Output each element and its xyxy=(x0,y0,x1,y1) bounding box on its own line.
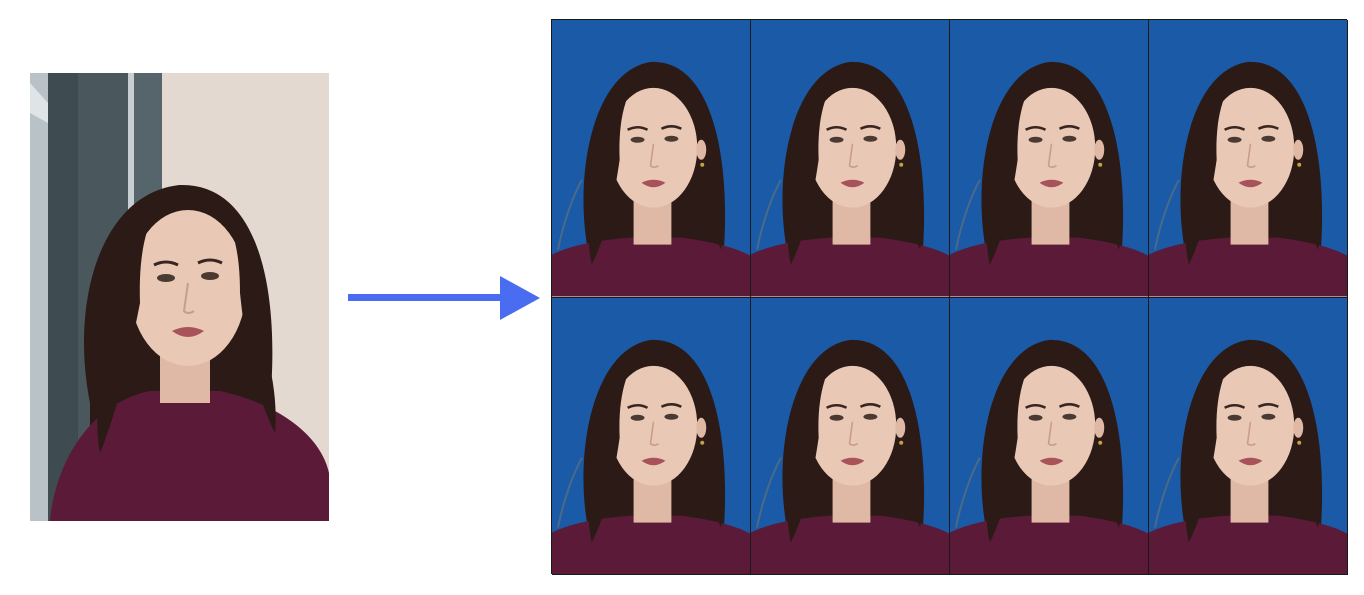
passport-portrait-illustration xyxy=(950,20,1148,297)
passport-portrait-illustration xyxy=(1149,20,1347,297)
passport-photo-tile-3 xyxy=(950,20,1149,298)
passport-portrait-illustration xyxy=(552,20,750,297)
passport-portrait-illustration xyxy=(1149,297,1347,574)
source-photo xyxy=(30,73,329,521)
source-portrait-illustration xyxy=(30,73,329,521)
passport-portrait-illustration xyxy=(950,297,1148,574)
passport-portrait-illustration xyxy=(751,20,949,297)
passport-photo-tile-4 xyxy=(1149,20,1348,298)
passport-photo-tile-5 xyxy=(552,297,751,575)
passport-photo-tile-7 xyxy=(950,297,1149,575)
passport-portrait-illustration xyxy=(552,297,750,574)
passport-photo-tile-2 xyxy=(751,20,950,298)
passport-photo-tile-8 xyxy=(1149,297,1348,575)
right-arrow-icon xyxy=(348,276,540,320)
passport-photo-tile-1 xyxy=(552,20,751,298)
passport-photo-tile-6 xyxy=(751,297,950,575)
passport-portrait-illustration xyxy=(751,297,949,574)
passport-photo-sheet xyxy=(551,19,1348,575)
